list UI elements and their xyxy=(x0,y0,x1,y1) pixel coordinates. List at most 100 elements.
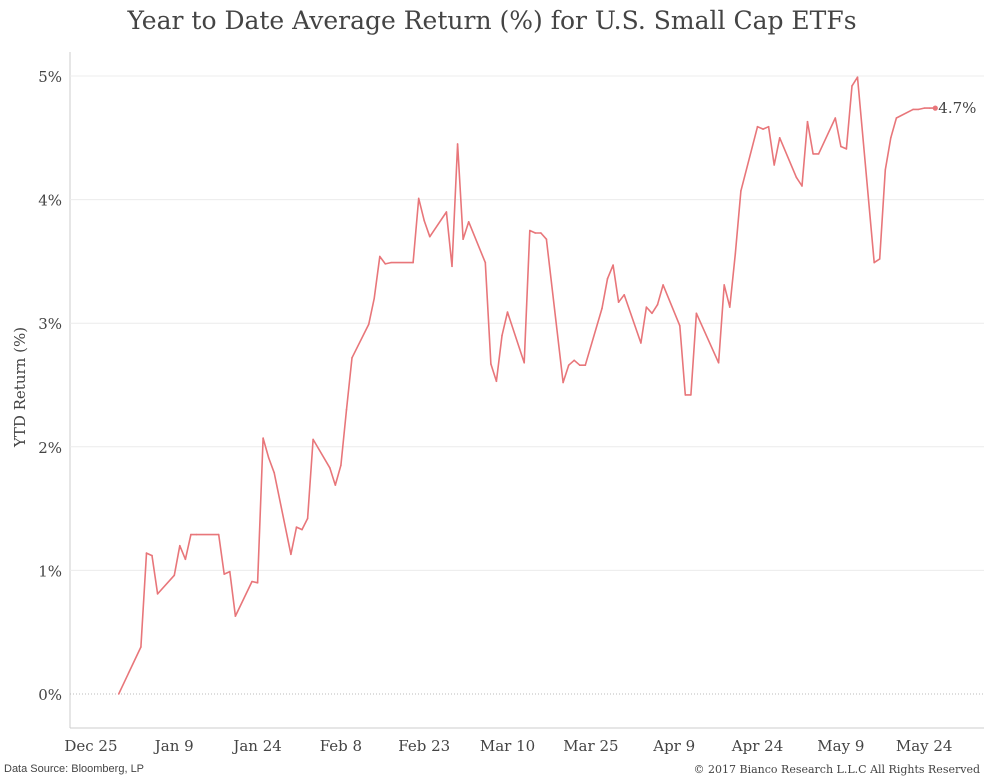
data-point xyxy=(179,544,181,547)
data-point xyxy=(762,128,764,130)
data-point xyxy=(812,153,814,155)
data-point xyxy=(801,185,803,187)
data-point xyxy=(501,334,503,337)
data-point xyxy=(351,357,353,359)
chart-title: Year to Date Average Return (%) for U.S.… xyxy=(127,6,857,35)
data-source: Data Source: Bloomberg, LP xyxy=(4,763,145,775)
data-point xyxy=(190,533,192,536)
data-point xyxy=(506,311,509,313)
data-point xyxy=(145,552,148,554)
data-point xyxy=(301,528,303,531)
data-point xyxy=(656,303,659,306)
data-point xyxy=(756,125,759,128)
data-point xyxy=(806,120,809,123)
data-point xyxy=(851,85,853,87)
data-point xyxy=(217,533,220,536)
y-tick-label: 0% xyxy=(38,686,62,704)
data-point xyxy=(378,255,381,258)
data-point xyxy=(890,137,892,139)
data-point xyxy=(840,145,842,148)
data-point xyxy=(717,361,720,364)
data-point xyxy=(778,137,781,139)
data-point xyxy=(817,153,820,155)
data-point xyxy=(495,380,498,383)
x-tick-label: May 24 xyxy=(896,737,953,755)
data-point xyxy=(173,574,176,577)
data-point xyxy=(445,211,448,213)
data-point xyxy=(390,261,392,264)
x-tick-label: Feb 23 xyxy=(398,737,450,755)
data-point xyxy=(617,301,620,303)
gridlines xyxy=(70,75,984,695)
data-point xyxy=(417,197,420,200)
data-point xyxy=(690,394,692,396)
data-point xyxy=(340,464,342,467)
y-tick-labels: 0% 1% 2% 3% 4% 5% xyxy=(38,68,62,704)
x-tick-labels: Dec 25 Jan 9 Jan 24 Feb 8 Feb 23 Mar 10 Mar 25… xyxy=(64,737,952,755)
data-point xyxy=(728,306,731,308)
y-tick-label: 1% xyxy=(38,562,62,580)
data-point xyxy=(651,312,653,315)
data-point xyxy=(328,467,331,469)
x-tick-label: Dec 25 xyxy=(64,737,117,755)
data-point xyxy=(345,408,348,411)
copyright: © 2017 Bianco Research L.L.C All Rights … xyxy=(693,763,980,776)
data-point xyxy=(223,573,226,575)
x-tick-label: Apr 24 xyxy=(731,737,783,755)
data-point xyxy=(567,364,570,367)
data-point xyxy=(528,229,531,232)
x-tick-label: Feb 8 xyxy=(320,737,362,755)
data-point xyxy=(873,261,875,264)
data-point xyxy=(723,284,725,286)
data-point xyxy=(540,232,542,234)
data-point xyxy=(462,238,464,240)
data-point xyxy=(612,264,614,266)
x-tick-label: Jan 24 xyxy=(231,737,281,755)
data-point xyxy=(256,581,259,584)
data-point xyxy=(428,235,431,238)
data-point xyxy=(251,580,253,583)
data-point xyxy=(645,306,648,308)
x-tick-label: Apr 9 xyxy=(652,737,695,755)
data-point xyxy=(767,125,770,128)
data-point xyxy=(534,232,537,234)
data-point xyxy=(845,148,848,150)
x-tick-label: May 9 xyxy=(817,737,864,755)
data-point xyxy=(262,437,264,439)
data-point xyxy=(490,363,492,365)
data-point xyxy=(695,312,698,315)
x-tick-label: Jan 9 xyxy=(153,737,194,755)
end-value-label: 4.7% xyxy=(938,99,976,117)
data-point xyxy=(267,457,270,459)
data-point xyxy=(384,263,387,265)
data-point xyxy=(273,471,276,474)
data-point xyxy=(467,221,470,223)
data-point xyxy=(895,117,898,119)
data-point xyxy=(295,526,298,528)
data-point xyxy=(601,307,603,310)
data-points xyxy=(117,76,937,695)
data-point xyxy=(856,76,859,79)
data-point xyxy=(312,438,314,441)
data-point xyxy=(578,364,581,367)
data-point xyxy=(195,533,198,536)
data-point xyxy=(562,381,564,384)
y-tick-label: 2% xyxy=(38,439,62,457)
data-point xyxy=(367,323,370,326)
data-point xyxy=(545,238,548,240)
data-point xyxy=(334,484,337,486)
data-point xyxy=(606,277,609,280)
data-point xyxy=(412,261,414,264)
data-point xyxy=(773,164,775,166)
data-point xyxy=(573,359,576,362)
data-point xyxy=(373,297,376,300)
y-axis-label: YTD Return (%) xyxy=(11,327,29,448)
data-point xyxy=(795,176,798,179)
data-point xyxy=(623,293,626,296)
series-line xyxy=(117,76,936,695)
data-point xyxy=(306,517,309,520)
data-point xyxy=(290,553,292,556)
x-tick-label: Mar 10 xyxy=(480,737,535,755)
data-point xyxy=(184,558,187,561)
